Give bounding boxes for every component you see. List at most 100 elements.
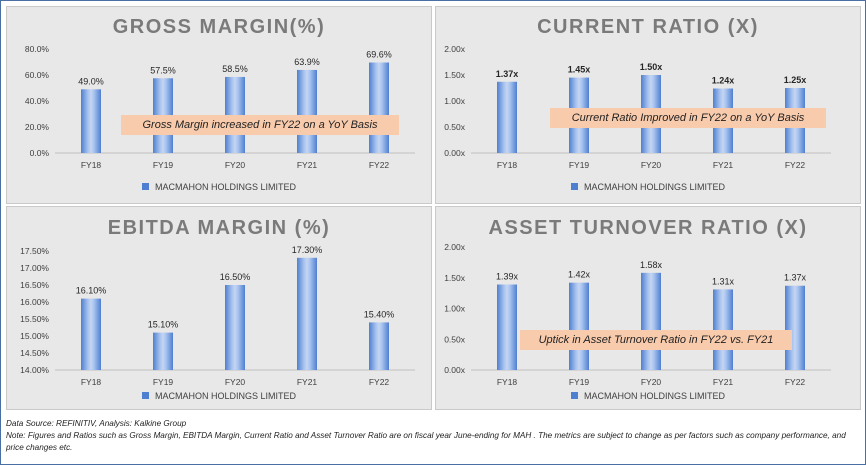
chart-title: EBITDA MARGIN (%)	[107, 217, 331, 239]
x-tick-label: FY21	[713, 377, 734, 387]
x-tick-label: FY22	[785, 377, 806, 387]
data-source-note: Data Source: REFINITIV, Analysis: Kalkin…	[6, 419, 187, 428]
bar	[81, 89, 101, 153]
y-tick-label: 1.00x	[444, 96, 466, 106]
x-tick-label: FY20	[641, 160, 662, 170]
y-tick-label: 40.0%	[25, 96, 50, 106]
x-tick-label: FY21	[713, 160, 734, 170]
chart-title: GROSS MARGIN(%)	[112, 16, 326, 38]
legend-swatch	[141, 392, 149, 399]
current-ratio-panel: CURRENT RATIO (X) 0.00x 0.50x 1.00x 1.50x 2.…	[435, 6, 861, 204]
bar	[497, 284, 517, 370]
x-tick-label: FY20	[225, 377, 246, 387]
data-label: 1.50x	[640, 62, 663, 72]
bar	[369, 62, 389, 153]
bar	[297, 69, 317, 153]
data-label: 57.5%	[150, 65, 176, 75]
x-tick-label: FY18	[81, 377, 102, 387]
y-tick-label: 20.0%	[25, 122, 50, 132]
x-tick-label: FY22	[785, 160, 806, 170]
ebitda-margin-chart: 14.00% 14.50% 15.00% 15.50% 16.00% 16.50% 17.0…	[20, 245, 415, 387]
bar	[785, 285, 805, 370]
bar	[297, 257, 317, 370]
x-tick-label: FY22	[369, 377, 390, 387]
legend-swatch	[570, 183, 578, 190]
chart-legend: MACMAHON HOLDINGS LIMITED	[7, 391, 431, 401]
gross-margin-panel: GROSS MARGIN(%) 0.0% 20.0% 40.0% 60.0% 80.0%…	[6, 6, 432, 204]
data-label: 17.30%	[292, 245, 323, 255]
data-label: 1.31x	[712, 276, 735, 286]
bar	[497, 81, 517, 153]
x-tick-label: FY22	[369, 160, 390, 170]
chart-title: ASSET TURNOVER RATIO (X)	[488, 217, 808, 239]
x-tick-label: FY19	[153, 377, 174, 387]
x-tick-label: FY20	[641, 377, 662, 387]
data-label: 1.24x	[712, 76, 735, 86]
y-tick-label: 17.00%	[20, 263, 49, 273]
data-label: 15.40%	[364, 309, 395, 319]
y-tick-label: 0.50x	[444, 122, 466, 132]
y-tick-label: 0.50x	[444, 334, 466, 344]
bar	[641, 272, 661, 370]
x-tick-label: FY21	[297, 160, 318, 170]
legend-label: MACMAHON HOLDINGS LIMITED	[583, 391, 725, 401]
x-tick-label: FY18	[497, 160, 518, 170]
y-tick-label: 60.0%	[25, 70, 50, 80]
y-tick-label: 1.00x	[444, 304, 466, 314]
x-tick-label: FY18	[497, 377, 518, 387]
chart-title: CURRENT RATIO (X)	[537, 16, 759, 38]
asset-turnover-chart: 0.00x 0.50x 1.00x 1.50x 2.00x 1.39x FY18 1.42x F…	[444, 242, 831, 387]
ebitda-margin-panel: EBITDA MARGIN (%) 14.00% 14.50% 15.00% 15.5…	[6, 206, 432, 410]
y-tick-label: 15.00%	[20, 331, 49, 341]
data-label: 69.6%	[366, 50, 392, 60]
footer-notes: Data Source: REFINITIV, Analysis: Kalkin…	[6, 418, 858, 454]
y-tick-label: 14.50%	[20, 348, 49, 358]
legend-label: MACMAHON HOLDINGS LIMITED	[583, 182, 725, 192]
data-label: 16.10%	[76, 286, 107, 296]
x-tick-label: FY18	[81, 160, 102, 170]
asset-turnover-panel: ASSET TURNOVER RATIO (X) 0.00x 0.50x 1.00x…	[435, 206, 861, 410]
data-label: 1.25x	[784, 75, 807, 85]
y-tick-label: 14.00%	[20, 365, 49, 375]
x-tick-label: FY19	[153, 160, 174, 170]
current-ratio-chart: 0.00x 0.50x 1.00x 1.50x 2.00x 1.37x FY18 1.45x F…	[444, 44, 831, 170]
x-tick-label: FY19	[569, 377, 590, 387]
x-tick-label: FY21	[297, 377, 318, 387]
data-label: 1.42x	[568, 270, 591, 280]
chart-legend: MACMAHON HOLDINGS LIMITED	[436, 391, 860, 401]
legend-label: MACMAHON HOLDINGS LIMITED	[154, 391, 296, 401]
chart-legend: MACMAHON HOLDINGS LIMITED	[436, 182, 860, 192]
bar	[153, 332, 173, 370]
data-label: 1.45x	[568, 65, 591, 75]
data-label: 1.58x	[640, 260, 663, 270]
data-label: 1.37x	[496, 69, 519, 79]
chart-legend: MACMAHON HOLDINGS LIMITED	[7, 182, 431, 192]
legend-label: MACMAHON HOLDINGS LIMITED	[154, 182, 296, 192]
y-tick-label: 17.50%	[20, 246, 49, 256]
y-tick-label: 0.0%	[30, 148, 50, 158]
bar	[81, 298, 101, 370]
data-label: 49.0%	[78, 76, 104, 86]
y-tick-label: 80.0%	[25, 44, 50, 54]
y-tick-label: 16.50%	[20, 280, 49, 290]
y-tick-label: 15.50%	[20, 314, 49, 324]
legend-swatch	[570, 392, 578, 399]
annotation-callout: Current Ratio Improved in FY22 on a YoY …	[550, 108, 826, 128]
x-tick-label: FY20	[225, 160, 246, 170]
data-label: 1.37x	[784, 273, 807, 283]
data-label: 58.5%	[222, 64, 248, 74]
annotation-callout: Gross Margin increased in FY22 on a YoY …	[121, 115, 399, 135]
y-tick-label: 0.00x	[444, 365, 466, 375]
data-label: 16.50%	[220, 272, 251, 282]
legend-swatch	[141, 183, 149, 190]
data-label: 15.10%	[148, 320, 179, 330]
y-tick-label: 1.50x	[444, 273, 466, 283]
bar	[369, 322, 389, 370]
annotation-callout: Uptick in Asset Turnover Ratio in FY22 v…	[520, 330, 792, 350]
bar	[569, 282, 589, 370]
y-tick-label: 2.00x	[444, 44, 466, 54]
x-tick-label: FY19	[569, 160, 590, 170]
gross-margin-chart: 0.0% 20.0% 40.0% 60.0% 80.0% 49.0% FY18 57.5% FY…	[25, 44, 415, 170]
y-tick-label: 1.50x	[444, 70, 466, 80]
y-tick-label: 16.00%	[20, 297, 49, 307]
